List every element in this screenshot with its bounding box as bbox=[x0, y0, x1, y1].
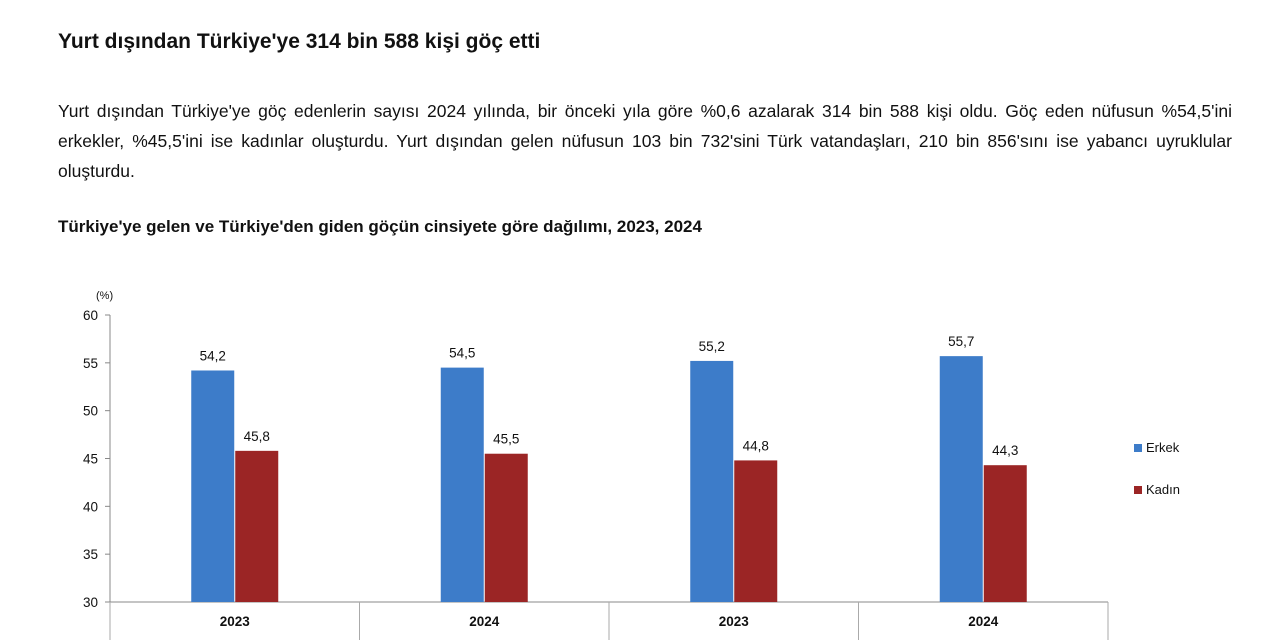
bar-kadn-1 bbox=[484, 453, 528, 602]
bar-erkek-0 bbox=[191, 370, 235, 602]
data-label: 44,3 bbox=[992, 443, 1018, 458]
legend-swatch bbox=[1134, 486, 1142, 494]
data-label: 54,5 bbox=[449, 346, 475, 361]
page-headline: Yurt dışından Türkiye'ye 314 bin 588 kiş… bbox=[58, 30, 541, 53]
legend-label: Kadın bbox=[1146, 482, 1180, 497]
data-label: 55,7 bbox=[948, 334, 974, 349]
chart-legend: Erkek Kadın bbox=[1134, 440, 1180, 497]
legend-swatch bbox=[1134, 444, 1142, 452]
y-tick-label: 60 bbox=[83, 308, 98, 323]
legend-label: Erkek bbox=[1146, 440, 1180, 455]
chart-title: Türkiye'ye gelen ve Türkiye'den giden gö… bbox=[58, 217, 702, 236]
x-tick-label: 2024 bbox=[469, 614, 500, 629]
bar-kadn-3 bbox=[983, 465, 1027, 602]
bar-kadn-0 bbox=[235, 450, 279, 602]
bar-erkek-3 bbox=[939, 356, 983, 602]
bar-erkek-2 bbox=[690, 360, 734, 602]
bar-kadn-2 bbox=[734, 460, 778, 602]
intro-paragraph: Yurt dışından Türkiye'ye göç edenlerin s… bbox=[58, 101, 1232, 181]
x-tick-label: 2023 bbox=[220, 614, 251, 629]
data-label: 44,8 bbox=[743, 438, 769, 453]
y-tick-label: 55 bbox=[83, 356, 98, 371]
bar-layer bbox=[191, 356, 1027, 602]
data-label: 54,2 bbox=[200, 348, 226, 363]
data-label: 45,5 bbox=[493, 432, 519, 447]
x-tick-label: 2023 bbox=[719, 614, 750, 629]
y-unit-label: (%) bbox=[96, 290, 113, 302]
label-layer: 54,2 54,5 55,2 55,7 45,8 45,5 44,8 44,3 bbox=[200, 334, 1019, 458]
bar-erkek-1 bbox=[440, 367, 484, 602]
y-tick-label: 30 bbox=[83, 595, 98, 610]
data-label: 55,2 bbox=[699, 339, 725, 354]
y-tick-label: 45 bbox=[83, 452, 98, 467]
axis-layer: 30 35 40 45 50 55 60 2023 2024 2023 2024 bbox=[83, 308, 1109, 640]
y-tick-label: 50 bbox=[83, 404, 98, 419]
y-tick-label: 35 bbox=[83, 547, 98, 562]
x-tick-label: 2024 bbox=[968, 614, 999, 629]
y-tick-label: 40 bbox=[83, 499, 98, 514]
data-label: 45,8 bbox=[244, 429, 270, 444]
